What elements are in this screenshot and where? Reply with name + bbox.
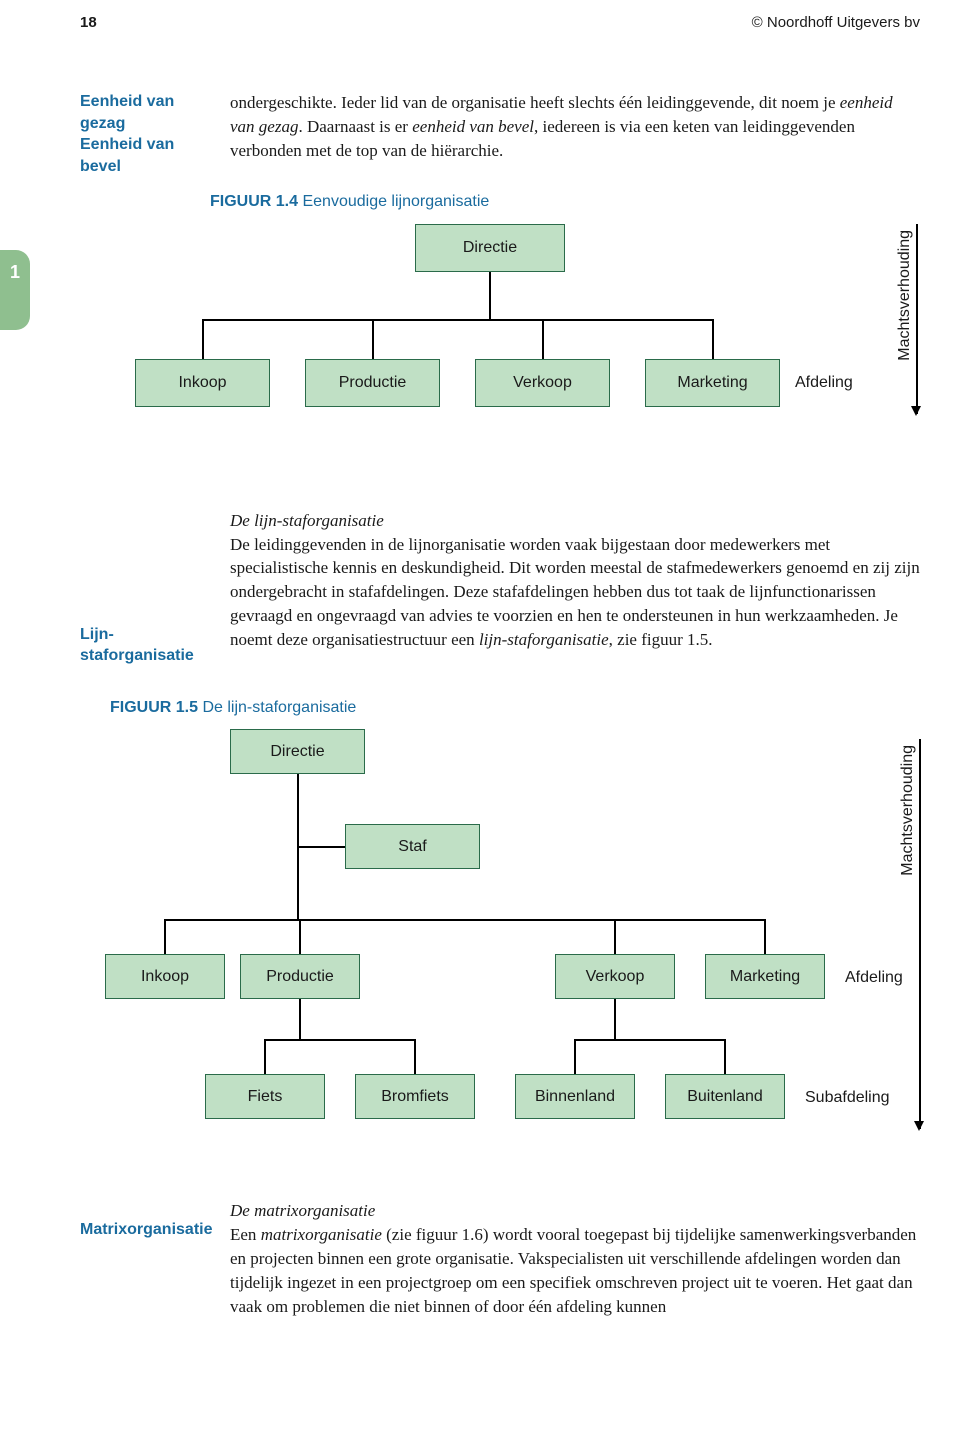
fig15-box-bromfiets: Bromfiets: [355, 1074, 475, 1119]
fig15-box-fiets: Fiets: [205, 1074, 325, 1119]
fig15-box-buitenland: Buitenland: [665, 1074, 785, 1119]
section2-head: De lijn-staforganisatie: [230, 509, 920, 533]
fig14-label: FIGUUR 1.4: [210, 193, 298, 210]
fig14-box-directie: Directie: [415, 224, 565, 272]
section3-head: De matrixorganisatie: [230, 1199, 920, 1223]
margin-term-lijnstaf: Lijn-staforganisatie: [80, 509, 210, 667]
section1-body: ondergeschikte. Ieder lid van de organis…: [230, 91, 920, 162]
fig14-title: Eenvoudige lijnorganisatie: [302, 193, 489, 210]
fig14-box-verkoop: Verkoop: [475, 359, 610, 407]
fig15-axis: Machtsverhouding: [893, 739, 921, 1129]
chapter-tab: 1: [0, 250, 30, 330]
fig15-box-directie: Directie: [230, 729, 365, 774]
section2-body: De leidinggevenden in de lijnorganisatie…: [230, 533, 920, 652]
copyright-text: © Noordhoff Uitgevers bv: [752, 12, 920, 33]
fig14-box-inkoop: Inkoop: [135, 359, 270, 407]
fig15-box-marketing: Marketing: [705, 954, 825, 999]
fig15-label: FIGUUR 1.5: [110, 699, 198, 716]
margin-term-matrix: Matrixorganisatie: [80, 1199, 210, 1318]
fig15-box-inkoop: Inkoop: [105, 954, 225, 999]
fig14-afdeling-label: Afdeling: [795, 372, 853, 394]
fig15-subafdeling-label: Subafdeling: [805, 1087, 890, 1109]
fig15-caption: FIGUUR 1.5 De lijn-staforganisatie: [110, 697, 960, 719]
fig14-axis-label: Machtsverhouding: [890, 230, 916, 361]
fig14-caption: FIGUUR 1.4 Eenvoudige lijnorganisatie: [210, 191, 960, 213]
section3-body: Een matrixorganisatie (zie figuur 1.6) w…: [230, 1223, 920, 1318]
fig15-box-productie: Productie: [240, 954, 360, 999]
fig15-title: De lijn-staforganisatie: [202, 699, 356, 716]
fig14-diagram: Directie Inkoop Productie Verkoop Market…: [80, 224, 930, 449]
fig15-box-verkoop: Verkoop: [555, 954, 675, 999]
page-number: 18: [80, 12, 97, 33]
fig15-axis-label: Machtsverhouding: [893, 745, 919, 876]
fig14-axis: Machtsverhouding: [890, 224, 918, 414]
fig15-box-staf: Staf: [345, 824, 480, 869]
fig15-box-binnenland: Binnenland: [515, 1074, 635, 1119]
fig14-box-productie: Productie: [305, 359, 440, 407]
fig15-diagram: Directie Staf Inkoop Productie Verkoop M…: [55, 729, 940, 1159]
fig14-box-marketing: Marketing: [645, 359, 780, 407]
margin-term-eenheid: Eenheid van gezagEenheid van bevel: [80, 91, 210, 177]
